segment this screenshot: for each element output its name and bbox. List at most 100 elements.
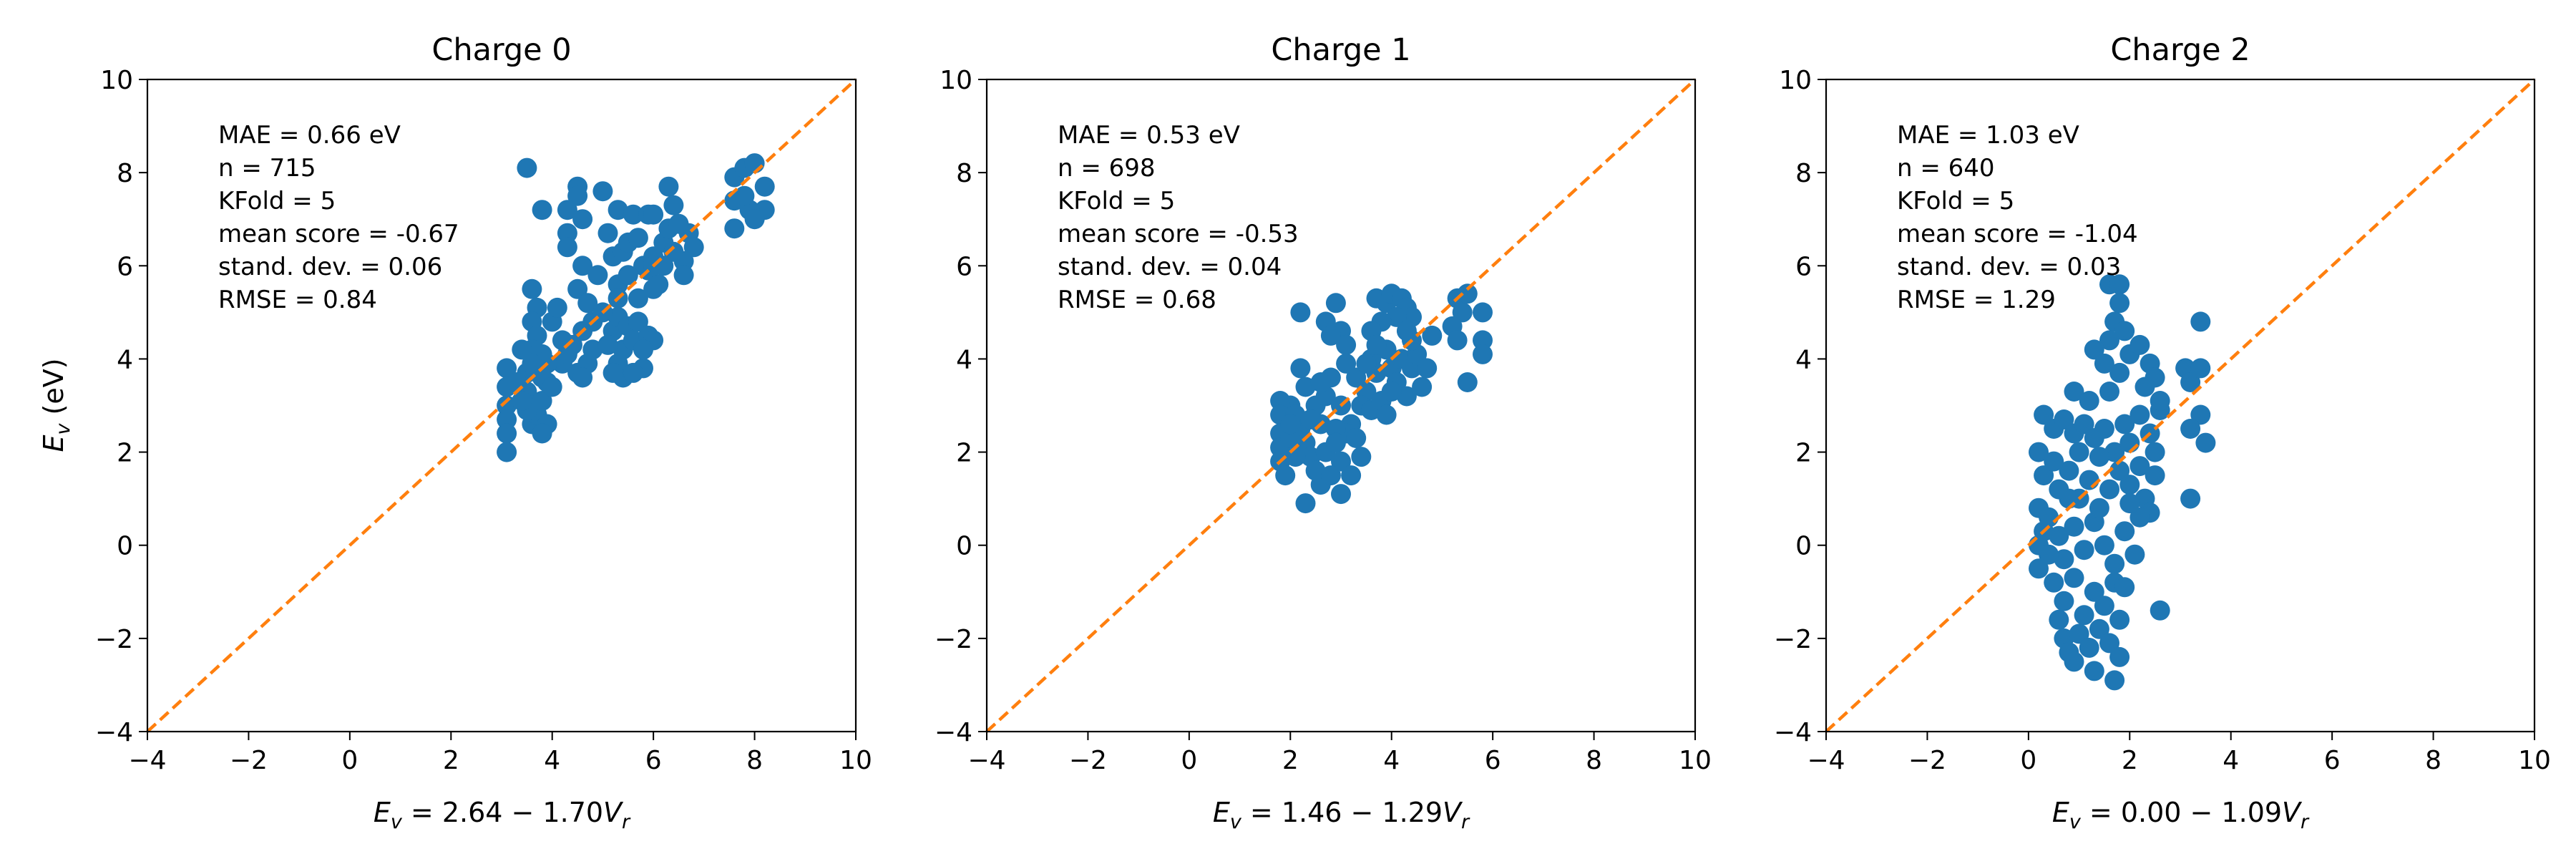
data-point-44 <box>1295 377 1316 397</box>
data-point-72 <box>1325 432 1346 453</box>
y-tick-label: 8 <box>1795 159 1812 188</box>
stat-n: n = 640 <box>1897 154 1995 183</box>
data-point-5 <box>2099 330 2119 351</box>
stat-mae: MAE = 1.03 eV <box>1897 121 2079 150</box>
data-point-71 <box>582 339 603 360</box>
y-axis-ticks: −4 −2 0 2 4 6 8 10 <box>95 66 147 747</box>
data-point-19 <box>2190 358 2211 379</box>
x-axis-label: Ev = 0.00 − 1.09Vr <box>2052 797 2310 833</box>
data-point-32 <box>1412 377 1433 397</box>
data-point-73 <box>1346 428 1367 448</box>
data-point-79 <box>1336 353 1357 374</box>
stat-mae: MAE = 0.53 eV <box>1058 121 1240 150</box>
x-tick-label: 2 <box>1282 746 1299 775</box>
x-axis-ticks: −4 −2 0 2 4 6 8 10 <box>967 732 1712 775</box>
y-tick-label: −2 <box>95 625 133 654</box>
x-tick-label: 0 <box>341 746 358 775</box>
reference-line <box>985 78 1697 733</box>
data-point-47 <box>2099 479 2119 500</box>
data-point-66 <box>1331 451 1351 472</box>
data-point-26 <box>557 223 577 243</box>
data-point-97 <box>512 339 532 360</box>
data-point-56 <box>1275 465 1296 486</box>
x-tick-label: 6 <box>645 746 662 775</box>
data-point-20 <box>754 176 775 197</box>
data-point-108 <box>507 372 527 392</box>
stat-rmse: RMSE = 0.68 <box>1058 286 1216 314</box>
data-point-27 <box>2054 409 2074 430</box>
data-point-61 <box>2074 540 2094 560</box>
x-tick-label: 4 <box>544 746 560 775</box>
data-point-20 <box>1473 344 1493 364</box>
data-point-34 <box>2129 404 2150 425</box>
data-point-17 <box>2180 372 2201 392</box>
data-point-20 <box>2190 404 2211 425</box>
data-point-4 <box>2114 321 2135 341</box>
stat-kfold: KFold = 5 <box>1897 187 2014 215</box>
data-point-31 <box>577 293 598 314</box>
data-point-5 <box>557 200 577 220</box>
stat-stand-dev: stand. dev. = 0.03 <box>1897 253 2121 281</box>
data-point-73 <box>2094 596 2114 616</box>
y-tick-label: −4 <box>935 718 972 747</box>
data-point-74 <box>1351 447 1372 467</box>
data-point-94 <box>497 423 517 444</box>
y-tick-label: 10 <box>1779 66 1812 95</box>
x-axis-label: Ev = 1.46 − 1.29Vr <box>1213 797 1470 833</box>
data-point-66 <box>2124 544 2145 565</box>
data-point-69 <box>2054 591 2074 611</box>
data-point-75 <box>2109 609 2130 630</box>
scatter-points <box>2029 274 2216 691</box>
stat-stand-dev: stand. dev. = 0.04 <box>1058 253 1282 281</box>
x-axis-ticks: −4 −2 0 2 4 6 8 10 <box>128 732 872 775</box>
data-point-1 <box>1325 293 1346 314</box>
y-tick-label: 0 <box>1795 532 1812 561</box>
data-point-43 <box>1290 358 1311 379</box>
stat-stand-dev: stand. dev. = 0.06 <box>218 253 442 281</box>
data-point-12 <box>663 195 684 215</box>
data-point-79 <box>2069 623 2089 644</box>
data-point-28 <box>572 256 593 276</box>
data-point-86 <box>532 391 552 411</box>
stat-kfold: KFold = 5 <box>218 187 336 215</box>
x-tick-label: 8 <box>1586 746 1602 775</box>
data-point-81 <box>2089 618 2109 639</box>
data-point-77 <box>1422 325 1443 346</box>
data-point-36 <box>2145 442 2165 462</box>
reference-line <box>146 78 857 733</box>
x-tick-label: −2 <box>230 746 268 775</box>
y-tick-label: −2 <box>1774 625 1812 654</box>
data-point-0 <box>517 157 537 178</box>
data-point-65 <box>1325 419 1346 439</box>
data-point-83 <box>2104 670 2125 691</box>
data-point-25 <box>744 209 765 230</box>
data-point-69 <box>1280 428 1301 448</box>
data-point-12 <box>1386 306 1407 327</box>
data-point-102 <box>597 334 618 355</box>
data-point-56 <box>2029 558 2049 579</box>
data-point-2 <box>2109 293 2130 314</box>
scatter-points <box>1270 283 1493 514</box>
y-tick-label: 4 <box>117 345 133 374</box>
y-tick-label: −4 <box>95 718 133 747</box>
data-point-109 <box>512 391 532 411</box>
data-point-4 <box>1320 325 1341 346</box>
data-point-18 <box>2190 311 2211 332</box>
data-point-90 <box>2069 442 2089 462</box>
data-point-67 <box>1331 484 1351 505</box>
data-point-3 <box>567 185 588 206</box>
y-tick-label: 0 <box>117 532 133 561</box>
x-axis-ticks: −4 −2 0 2 4 6 8 10 <box>1807 732 2551 775</box>
x-tick-label: 4 <box>2223 746 2239 775</box>
data-point-15 <box>2099 382 2119 402</box>
data-point-94 <box>2150 391 2170 411</box>
x-tick-label: 8 <box>2425 746 2441 775</box>
data-point-65 <box>2114 521 2135 542</box>
data-point-14 <box>2079 391 2099 411</box>
data-point-104 <box>648 274 669 295</box>
data-point-19 <box>1473 330 1493 351</box>
data-point-95 <box>497 442 517 462</box>
data-point-11 <box>658 176 679 197</box>
data-point-84 <box>1396 321 1417 341</box>
data-point-32 <box>597 223 618 243</box>
